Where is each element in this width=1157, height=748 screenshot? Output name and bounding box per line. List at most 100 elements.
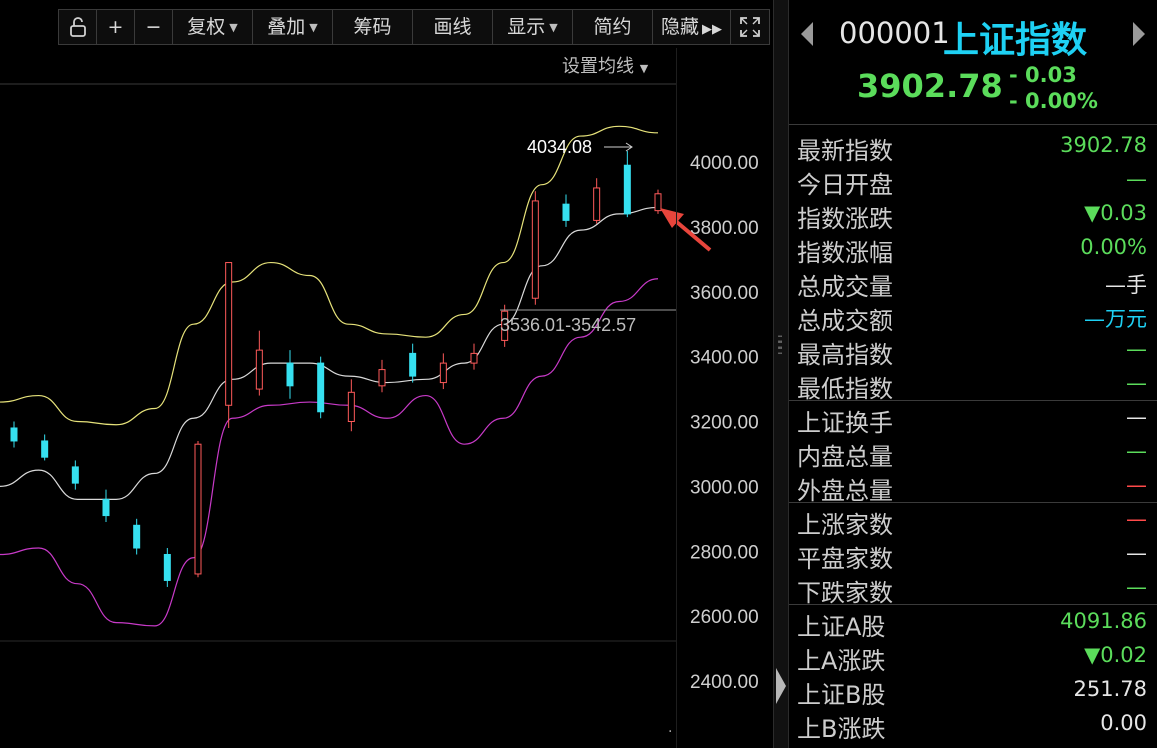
quote-value: ▼0.02 xyxy=(1084,643,1147,667)
quote-label: 内盘总量 xyxy=(797,443,893,471)
zoom-out-button[interactable]: − xyxy=(135,10,173,44)
triangle-right-icon[interactable] xyxy=(1133,22,1145,46)
quote-row: 平盘家数 — xyxy=(789,537,1157,573)
candle-body xyxy=(470,352,478,364)
corner-mark: · xyxy=(668,724,672,740)
quote-label: 最低指数 xyxy=(797,375,893,403)
quote-panel: 000001 上证指数 3902.78 - 0.03 - 0.00% 最新指数 3… xyxy=(789,0,1157,748)
candle-body xyxy=(531,200,539,299)
group-divider xyxy=(789,400,1157,401)
quote-value: — xyxy=(1126,371,1147,395)
high-pointer-arrow xyxy=(625,142,633,152)
grip-icon: :::::: xyxy=(777,331,783,357)
candle-body xyxy=(225,262,233,406)
index-code: 000001 xyxy=(839,16,950,50)
red-arrow-icon xyxy=(660,208,712,252)
quote-value: —手 xyxy=(1105,273,1147,297)
draw-line-button[interactable]: 画线 xyxy=(413,10,493,44)
quote-label: 上证A股 xyxy=(797,613,886,641)
set-moving-average-button[interactable]: 设置均线 ▼ xyxy=(562,56,649,77)
quote-value: — xyxy=(1126,405,1147,429)
caret-down-icon: ▼ xyxy=(549,20,558,34)
triangle-left-icon[interactable] xyxy=(801,22,813,46)
group-divider xyxy=(789,502,1157,503)
price-change: - 0.03 - 0.00% xyxy=(1009,62,1098,114)
candle-body xyxy=(378,369,386,387)
bollinger-upper-line xyxy=(0,125,659,426)
candle-body xyxy=(286,362,294,387)
fuquan-dropdown[interactable]: 复权 ▼ xyxy=(173,10,253,44)
y-tick-label: 3200.00 xyxy=(690,413,759,434)
quote-row: 上证换手 — xyxy=(789,401,1157,437)
y-tick-label: 3600.00 xyxy=(690,283,759,304)
candle-body xyxy=(409,352,417,377)
overlay-dropdown[interactable]: 叠加 ▼ xyxy=(253,10,333,44)
hide-button[interactable]: 隐藏 ▶▶ xyxy=(653,10,731,44)
quote-value: ▼0.03 xyxy=(1084,201,1147,225)
candle-body xyxy=(41,440,49,458)
quote-label: 上证B股 xyxy=(797,681,886,709)
panel-splitter[interactable]: :::::: xyxy=(773,0,789,748)
candle-body xyxy=(133,524,141,549)
quote-label: 最高指数 xyxy=(797,341,893,369)
bollinger-middle-line xyxy=(0,206,659,500)
candle-body xyxy=(562,203,570,221)
caret-down-icon: ▼ xyxy=(639,62,649,75)
y-tick-label: 3000.00 xyxy=(690,477,759,498)
quote-value: —万元 xyxy=(1084,307,1147,331)
quote-label: 总成交量 xyxy=(797,273,893,301)
zoom-in-button[interactable]: + xyxy=(97,10,135,44)
quote-value: — xyxy=(1126,575,1147,599)
candle-body xyxy=(593,187,601,221)
y-tick-label: 2800.00 xyxy=(690,542,759,563)
quote-label: 上证换手 xyxy=(797,409,893,437)
y-tick-label: 4000.00 xyxy=(690,153,759,174)
fullscreen-icon[interactable] xyxy=(731,10,769,44)
quote-row: 指数涨跌 ▼0.03 xyxy=(789,197,1157,233)
change-percent: - 0.00% xyxy=(1009,89,1098,113)
quote-row: 总成交量 —手 xyxy=(789,265,1157,301)
quote-label: 上A涨跌 xyxy=(797,647,886,675)
change-value: - 0.03 xyxy=(1009,63,1077,87)
quote-label: 下跌家数 xyxy=(797,579,893,607)
quote-value: 0.00 xyxy=(1100,711,1147,735)
quote-label: 指数涨跌 xyxy=(797,205,893,233)
group-divider xyxy=(789,604,1157,605)
y-axis-ticks: 4000.00 3800.00 3600.00 3400.00 3200.00 3000.… xyxy=(690,153,759,693)
candles xyxy=(10,150,662,587)
y-tick-label: 2400.00 xyxy=(690,672,759,693)
plus-icon: + xyxy=(107,16,124,38)
bollinger-bands xyxy=(0,125,659,627)
quote-row: 外盘总量 — xyxy=(789,469,1157,505)
index-name: 上证指数 xyxy=(943,20,1088,61)
quote-value: — xyxy=(1126,507,1147,531)
y-tick-label: 2600.00 xyxy=(690,607,759,628)
axis-divider xyxy=(676,48,677,748)
quote-label: 最新指数 xyxy=(797,137,893,165)
quote-value: 3902.78 xyxy=(1060,133,1147,157)
quote-row: 上涨家数 — xyxy=(789,503,1157,539)
quote-row: 上A涨跌 ▼0.02 xyxy=(789,639,1157,675)
quote-value: — xyxy=(1126,167,1147,191)
chart-toolbar: + − 复权 ▼ 叠加 ▼ 筹码 画线 显示 ▼ 简约 隐藏 ▶▶ xyxy=(58,9,770,45)
unlock-icon[interactable] xyxy=(59,10,97,44)
candlestick-chart[interactable]: 4000.00 3800.00 3600.00 3400.00 3200.00 3000.… xyxy=(0,0,776,748)
minus-icon: − xyxy=(145,16,162,38)
double-chevron-right-icon: ▶▶ xyxy=(702,22,722,37)
display-dropdown[interactable]: 显示 ▼ xyxy=(493,10,573,44)
quote-row: 上证A股 4091.86 xyxy=(789,605,1157,641)
caret-down-icon: ▼ xyxy=(229,20,238,34)
chips-button[interactable]: 筹码 xyxy=(333,10,413,44)
candle-body xyxy=(10,427,18,442)
quote-row: 上B涨跌 0.00 xyxy=(789,707,1157,743)
quote-value: — xyxy=(1126,439,1147,463)
simple-button[interactable]: 简约 xyxy=(573,10,653,44)
candle-body xyxy=(347,391,355,422)
y-tick-label: 3800.00 xyxy=(690,218,759,239)
collapse-panel-icon[interactable] xyxy=(776,668,786,704)
candle-body xyxy=(163,553,171,581)
candle-body xyxy=(194,443,202,575)
high-annotation: 4034.08 xyxy=(527,137,592,157)
quote-value: 251.78 xyxy=(1073,677,1147,701)
current-price: 3902.78 xyxy=(857,67,1003,105)
